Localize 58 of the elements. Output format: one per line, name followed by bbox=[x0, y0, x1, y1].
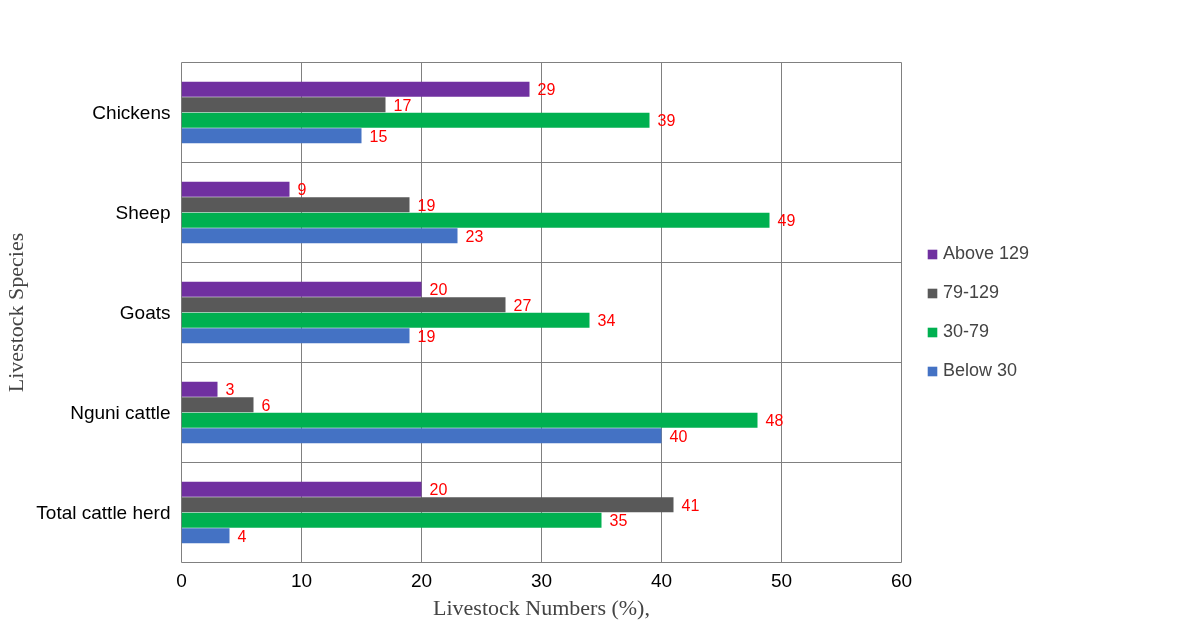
y-tick-label: Sheep bbox=[115, 202, 171, 223]
bar bbox=[181, 328, 410, 344]
data-label: 9 bbox=[297, 181, 307, 199]
bar bbox=[181, 97, 386, 113]
x-tick-label: 20 bbox=[410, 569, 433, 591]
data-label: 41 bbox=[681, 496, 700, 514]
x-tick-label: 60 bbox=[890, 569, 913, 591]
bar bbox=[181, 197, 410, 213]
bar bbox=[181, 112, 650, 128]
data-label: 19 bbox=[417, 196, 436, 214]
legend-label: 79-129 bbox=[943, 282, 1000, 303]
legend-label: Above 129 bbox=[943, 243, 1030, 264]
bar bbox=[181, 381, 218, 397]
bar bbox=[181, 281, 422, 297]
bar bbox=[181, 212, 770, 228]
data-label: 29 bbox=[537, 81, 556, 99]
x-axis-title: Livestock Numbers (%), bbox=[433, 594, 650, 620]
data-label: 39 bbox=[657, 112, 676, 130]
bar bbox=[181, 81, 530, 97]
y-tick-label: Chickens bbox=[92, 102, 171, 123]
bar bbox=[181, 497, 674, 513]
data-label: 34 bbox=[597, 312, 616, 330]
y-tick-label: Total cattle herd bbox=[36, 502, 171, 523]
y-axis-title: Livestock Species bbox=[3, 232, 29, 393]
y-tick-label: Goats bbox=[119, 302, 171, 323]
bar bbox=[181, 428, 662, 444]
x-tick-label: 50 bbox=[770, 569, 793, 591]
bar bbox=[181, 297, 506, 313]
bar bbox=[181, 512, 602, 528]
bar bbox=[181, 312, 590, 328]
data-label: 20 bbox=[429, 481, 448, 499]
legend-label: Below 30 bbox=[943, 360, 1018, 381]
x-tick-label: 40 bbox=[650, 569, 673, 591]
data-label: 40 bbox=[669, 427, 688, 445]
bar bbox=[181, 128, 362, 144]
legend-label: 30-79 bbox=[943, 321, 990, 342]
bar bbox=[181, 397, 254, 413]
x-tick-label: 30 bbox=[530, 569, 553, 591]
data-label: 27 bbox=[513, 296, 532, 314]
data-label: 23 bbox=[465, 227, 484, 245]
bar bbox=[181, 412, 758, 428]
y-tick-label: Nguni cattle bbox=[70, 402, 171, 423]
data-label: 6 bbox=[261, 396, 271, 414]
data-label: 15 bbox=[369, 127, 388, 145]
x-tick-label: 0 bbox=[176, 569, 187, 591]
bar bbox=[181, 528, 230, 544]
data-label: 3 bbox=[225, 381, 235, 399]
bar bbox=[181, 228, 458, 244]
data-label: 49 bbox=[777, 212, 796, 230]
bar bbox=[181, 181, 290, 197]
data-label: 35 bbox=[609, 512, 628, 530]
data-label: 19 bbox=[417, 327, 436, 345]
bar bbox=[181, 481, 422, 497]
data-label: 48 bbox=[765, 412, 784, 430]
data-label: 4 bbox=[237, 527, 247, 545]
data-label: 20 bbox=[429, 281, 448, 299]
x-tick-label: 10 bbox=[290, 569, 313, 591]
data-label: 17 bbox=[393, 96, 412, 114]
